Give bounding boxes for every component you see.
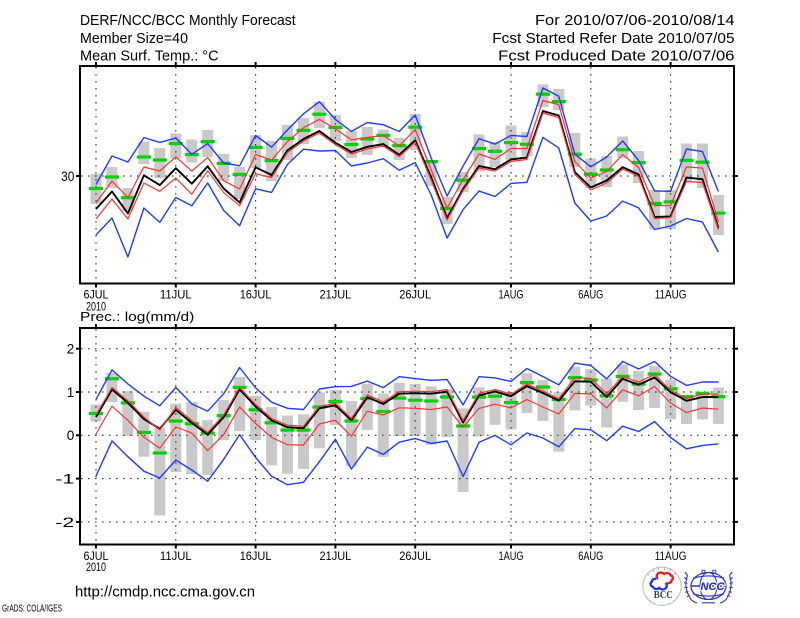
svg-text:DERF/NCC/BCC Monthly Forecast: DERF/NCC/BCC Monthly Forecast bbox=[80, 13, 296, 29]
svg-text:2010: 2010 bbox=[86, 300, 106, 314]
svg-text:Fcst Produced Date 2010/07/06: Fcst Produced Date 2010/07/06 bbox=[498, 48, 734, 64]
svg-text:16JUL: 16JUL bbox=[240, 549, 272, 563]
svg-text:16JUL: 16JUL bbox=[240, 288, 272, 302]
svg-text:1AUG: 1AUG bbox=[499, 288, 524, 302]
svg-text:21JUL: 21JUL bbox=[320, 549, 352, 563]
svg-text:BCC: BCC bbox=[654, 590, 673, 601]
svg-text:GrADS: COLA/IGES: GrADS: COLA/IGES bbox=[2, 604, 62, 615]
svg-text:30: 30 bbox=[61, 169, 74, 184]
svg-text:6AUG: 6AUG bbox=[578, 549, 603, 563]
svg-text:NCC: NCC bbox=[701, 581, 726, 593]
svg-text:26JUL: 26JUL bbox=[399, 549, 431, 563]
svg-text:26JUL: 26JUL bbox=[399, 288, 431, 302]
svg-text:1: 1 bbox=[67, 385, 75, 400]
svg-text:11JUL: 11JUL bbox=[160, 549, 192, 563]
svg-text:For 2010/07/06-2010/08/14: For 2010/07/06-2010/08/14 bbox=[535, 13, 735, 29]
svg-text:Mean Surf. Temp.: °C: Mean Surf. Temp.: °C bbox=[80, 48, 219, 64]
svg-text:6AUG: 6AUG bbox=[578, 288, 603, 302]
svg-text:11JUL: 11JUL bbox=[160, 288, 192, 302]
svg-text:Fcst Started Refer Date 2010/0: Fcst Started Refer Date 2010/07/05 bbox=[492, 31, 734, 47]
svg-text:6JUL: 6JUL bbox=[84, 288, 109, 302]
svg-text:-1: -1 bbox=[55, 472, 74, 487]
svg-text:http://cmdp.ncc.cma.gov.cn: http://cmdp.ncc.cma.gov.cn bbox=[75, 585, 255, 601]
svg-text:2010: 2010 bbox=[86, 560, 106, 574]
svg-text:Prec.: log(mm/d): Prec.: log(mm/d) bbox=[80, 309, 194, 324]
svg-text:-2: -2 bbox=[55, 515, 74, 530]
svg-text:NCC: NCC bbox=[701, 581, 726, 593]
svg-text:6JUL: 6JUL bbox=[84, 549, 109, 563]
svg-text:11AUG: 11AUG bbox=[655, 288, 687, 302]
svg-text:21JUL: 21JUL bbox=[320, 288, 352, 302]
svg-text:11AUG: 11AUG bbox=[655, 549, 687, 563]
svg-text:2: 2 bbox=[67, 342, 75, 357]
svg-text:0: 0 bbox=[67, 428, 75, 443]
svg-text:1AUG: 1AUG bbox=[499, 549, 524, 563]
svg-text:Member Size=40: Member Size=40 bbox=[80, 31, 188, 47]
